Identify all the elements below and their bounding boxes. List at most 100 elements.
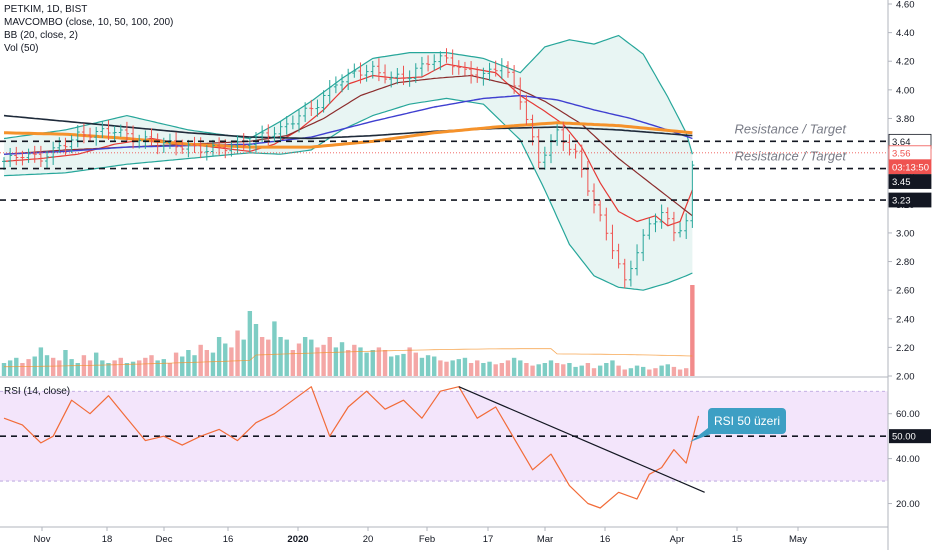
volume-bar (671, 366, 677, 376)
volume-bar (634, 365, 640, 376)
rsi-legend: RSI (14, close) (4, 385, 70, 398)
volume-bar (345, 350, 351, 376)
volume-bar (20, 363, 25, 376)
volume-bar (333, 347, 339, 376)
volume-bar (352, 344, 357, 376)
volume-bar (143, 357, 148, 376)
volume-bar (155, 360, 160, 376)
price-tick-label: 2.00 (896, 372, 915, 383)
price-label-text: 03:13:50 (892, 162, 929, 173)
rsi-trend-line[interactable] (458, 386, 705, 493)
main-pane: Resistance / Target Resistance / Target (0, 34, 888, 291)
price-label-box (888, 192, 932, 208)
volume-bar (358, 347, 363, 376)
time-tick-label: Apr (670, 534, 685, 545)
volume-bar (370, 350, 375, 376)
rsi-current-label: 50.00 (892, 432, 916, 443)
price-label-text: 3.56 (892, 148, 911, 159)
price-tick-label: 4.40 (896, 28, 915, 39)
volume-bar (585, 363, 591, 376)
price-tick-label: 2.40 (896, 314, 915, 325)
volume-bar (659, 365, 664, 376)
volume-bar (665, 364, 670, 376)
rsi-label[interactable]: RSI (14, close) (4, 386, 71, 397)
volume-bar (444, 361, 449, 376)
indicator-bb[interactable]: BB (20, close, 2) (4, 30, 78, 41)
volume-bar (210, 352, 216, 376)
volume-pane (1, 285, 695, 376)
volume-bar (481, 363, 486, 376)
volume-bar (573, 366, 578, 376)
volume-bar (186, 350, 191, 376)
volume-bar (229, 347, 234, 376)
time-tick-label: 17 (483, 534, 494, 545)
price-tick-label: 3.80 (896, 114, 915, 125)
volume-bar (26, 359, 31, 376)
price-tick-label: 3.00 (896, 228, 915, 239)
price-label-box (888, 159, 932, 175)
volume-bar (647, 369, 652, 376)
volume-bar (487, 361, 492, 376)
time-tick-label: May (789, 534, 807, 545)
price-tick-label: 4.20 (896, 57, 915, 68)
volume-bar (321, 344, 326, 376)
symbol-label[interactable]: PETKIM, 1D, BIST (4, 4, 88, 15)
volume-bar (597, 365, 603, 376)
volume-bar (198, 344, 203, 376)
volume-bar (653, 368, 658, 376)
volume-moving-average (4, 348, 693, 368)
volume-bar (247, 311, 253, 376)
rsi-tick-label: 40.00 (896, 454, 920, 465)
price-tick-label: 2.60 (896, 286, 915, 297)
price-tick-label: 4.60 (896, 0, 915, 11)
volume-bar (278, 337, 283, 376)
volume-bar (413, 352, 418, 376)
volume-bar (167, 363, 173, 376)
volume-bar (561, 364, 566, 376)
volume-bar (505, 360, 511, 376)
volume-bar (536, 364, 541, 376)
volume-bar (130, 361, 136, 376)
volume-bar (499, 363, 505, 376)
volume-bar (7, 360, 13, 376)
rsi-line (3, 386, 700, 509)
price-tick-label: 2.80 (896, 257, 915, 268)
annotation-label: Resistance / Target (734, 149, 847, 164)
callout-box[interactable] (708, 408, 786, 434)
volume-bar (149, 355, 154, 376)
indicator-vol[interactable]: Vol (50) (4, 43, 39, 54)
volume-bar (388, 356, 394, 376)
volume-bar (456, 359, 462, 376)
volume-bar (432, 356, 437, 376)
legend-block: PETKIM, 1D, BIST MAVCOMBO (close, 10, 50… (4, 3, 173, 55)
volume-bar (677, 369, 683, 376)
price-tick-label: 2.20 (896, 343, 915, 354)
volume-bar (216, 337, 222, 376)
volume-bar (419, 357, 425, 376)
volume-bar (290, 350, 296, 376)
volume-bar (309, 339, 314, 376)
rsi-tick-label: 60.00 (896, 409, 920, 420)
volume-bar (622, 369, 627, 376)
volume-bar (57, 360, 62, 376)
volume-bar (253, 324, 259, 376)
volume-bar (161, 359, 166, 376)
price-label-box (888, 174, 932, 189)
volume-bar (450, 360, 455, 376)
volume-bar (382, 350, 388, 376)
volume-bar (223, 343, 228, 376)
volume-bar (376, 347, 382, 376)
rsi-tick-label: 20.00 (896, 499, 920, 510)
volume-bar (204, 350, 210, 376)
volume-bar (554, 363, 560, 376)
indicator-mavcombo[interactable]: MAVCOMBO (close, 10, 50, 100, 200) (4, 17, 174, 28)
volume-bar (38, 347, 44, 376)
volume-bar (137, 360, 142, 376)
volume-bar (266, 339, 271, 376)
volume-bar (284, 339, 289, 376)
volume-bar (75, 363, 80, 376)
volume-bar (616, 365, 621, 376)
